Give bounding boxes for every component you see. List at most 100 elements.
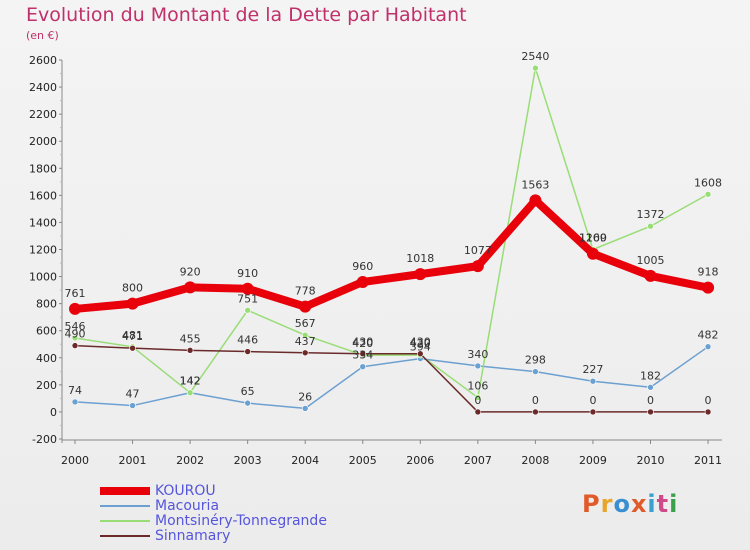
data-point [586, 247, 599, 260]
y-tick-label: 200 [36, 379, 57, 392]
data-point [301, 331, 309, 339]
legend-swatch [100, 535, 150, 537]
data-label: 2540 [521, 50, 549, 63]
data-point [71, 398, 79, 406]
data-point [532, 368, 539, 375]
data-point [532, 64, 539, 72]
data-label: 1200 [579, 232, 607, 245]
legend-label: Sinnamary [155, 528, 231, 544]
x-tick-label: 2004 [291, 454, 319, 467]
data-point [589, 408, 597, 416]
data-label: 1018 [406, 252, 434, 265]
series-line-sinnamary [74, 344, 709, 413]
series-line-montsinéry-tonnegrande [74, 67, 709, 399]
data-point [589, 377, 597, 385]
data-label: 446 [237, 334, 258, 347]
data-point [474, 362, 482, 370]
data-label: 546 [65, 320, 86, 333]
data-label: 437 [295, 335, 316, 348]
legend-swatch [100, 487, 150, 495]
data-label: 0 [589, 394, 596, 407]
data-point [474, 394, 482, 401]
x-tick-label: 2010 [637, 454, 665, 467]
series-line-kourou [71, 196, 713, 313]
data-point [301, 405, 309, 412]
data-label: 482 [698, 329, 719, 342]
x-tick-label: 2006 [406, 454, 434, 467]
data-point [241, 282, 254, 295]
data-point [704, 190, 712, 198]
data-label: 910 [237, 267, 258, 280]
data-point [644, 269, 657, 282]
data-point [126, 297, 139, 310]
data-point [299, 300, 312, 313]
data-point [129, 344, 136, 352]
chart-subtitle: (en €) [26, 29, 59, 42]
data-point [647, 408, 654, 416]
data-label: 334 [352, 349, 373, 362]
data-point [532, 408, 539, 416]
data-label: 0 [532, 394, 539, 407]
data-label: 1372 [637, 208, 665, 221]
data-point [129, 402, 136, 409]
data-point [414, 268, 427, 281]
data-label: 0 [474, 394, 481, 407]
data-point [69, 302, 81, 315]
data-point [416, 350, 424, 358]
y-tick-label: 1800 [29, 162, 57, 175]
data-point [704, 343, 712, 350]
data-point [71, 342, 79, 349]
data-label: 761 [65, 287, 86, 300]
legend-label: Montsinéry-Tonnegrande [155, 513, 327, 529]
data-point [244, 306, 251, 314]
data-label: 106 [467, 380, 488, 393]
data-label: 567 [295, 317, 316, 330]
y-tick-label: 600 [36, 325, 57, 338]
data-point [647, 383, 654, 391]
data-point [471, 260, 484, 273]
y-tick-label: -200 [32, 433, 57, 446]
data-point [359, 350, 367, 358]
data-point [184, 281, 197, 294]
data-point [359, 363, 367, 371]
data-point [356, 275, 369, 288]
data-label: 0 [705, 394, 712, 407]
data-label: 47 [126, 388, 140, 401]
x-tick-label: 2001 [119, 454, 147, 467]
data-label: 455 [180, 332, 201, 345]
data-label: 1005 [637, 254, 665, 267]
data-label: 430 [352, 336, 373, 349]
data-label: 751 [237, 292, 258, 305]
data-label: 142 [180, 375, 201, 388]
data-point [474, 408, 482, 416]
line-chart: -200020040060080010001200140016001800200… [29, 50, 722, 467]
data-label: 1169 [579, 232, 607, 245]
series-line-macouria [74, 345, 709, 410]
data-label: 918 [698, 266, 719, 279]
data-point [704, 408, 712, 416]
data-label: 800 [122, 282, 143, 295]
x-tick-label: 2000 [61, 454, 89, 467]
legend-swatch [100, 520, 150, 522]
x-tick-label: 2002 [176, 454, 204, 467]
y-tick-label: 2400 [29, 81, 57, 94]
y-tick-label: 2600 [29, 54, 57, 67]
data-label: 340 [467, 348, 488, 361]
data-label: 26 [298, 390, 312, 403]
data-label: 1077 [464, 244, 492, 257]
data-label: 227 [582, 363, 603, 376]
data-label: 298 [525, 354, 546, 367]
x-tick-label: 2003 [234, 454, 262, 467]
data-point [529, 194, 542, 207]
data-label: 960 [352, 260, 373, 273]
data-label: 1563 [521, 178, 549, 191]
data-point [244, 399, 251, 407]
data-label: 778 [295, 285, 316, 298]
data-point [301, 349, 309, 357]
data-label: 420 [352, 337, 373, 350]
data-label: 490 [65, 328, 86, 341]
x-tick-label: 2008 [521, 454, 549, 467]
y-tick-label: 1200 [29, 244, 57, 257]
x-tick-label: 2009 [579, 454, 607, 467]
